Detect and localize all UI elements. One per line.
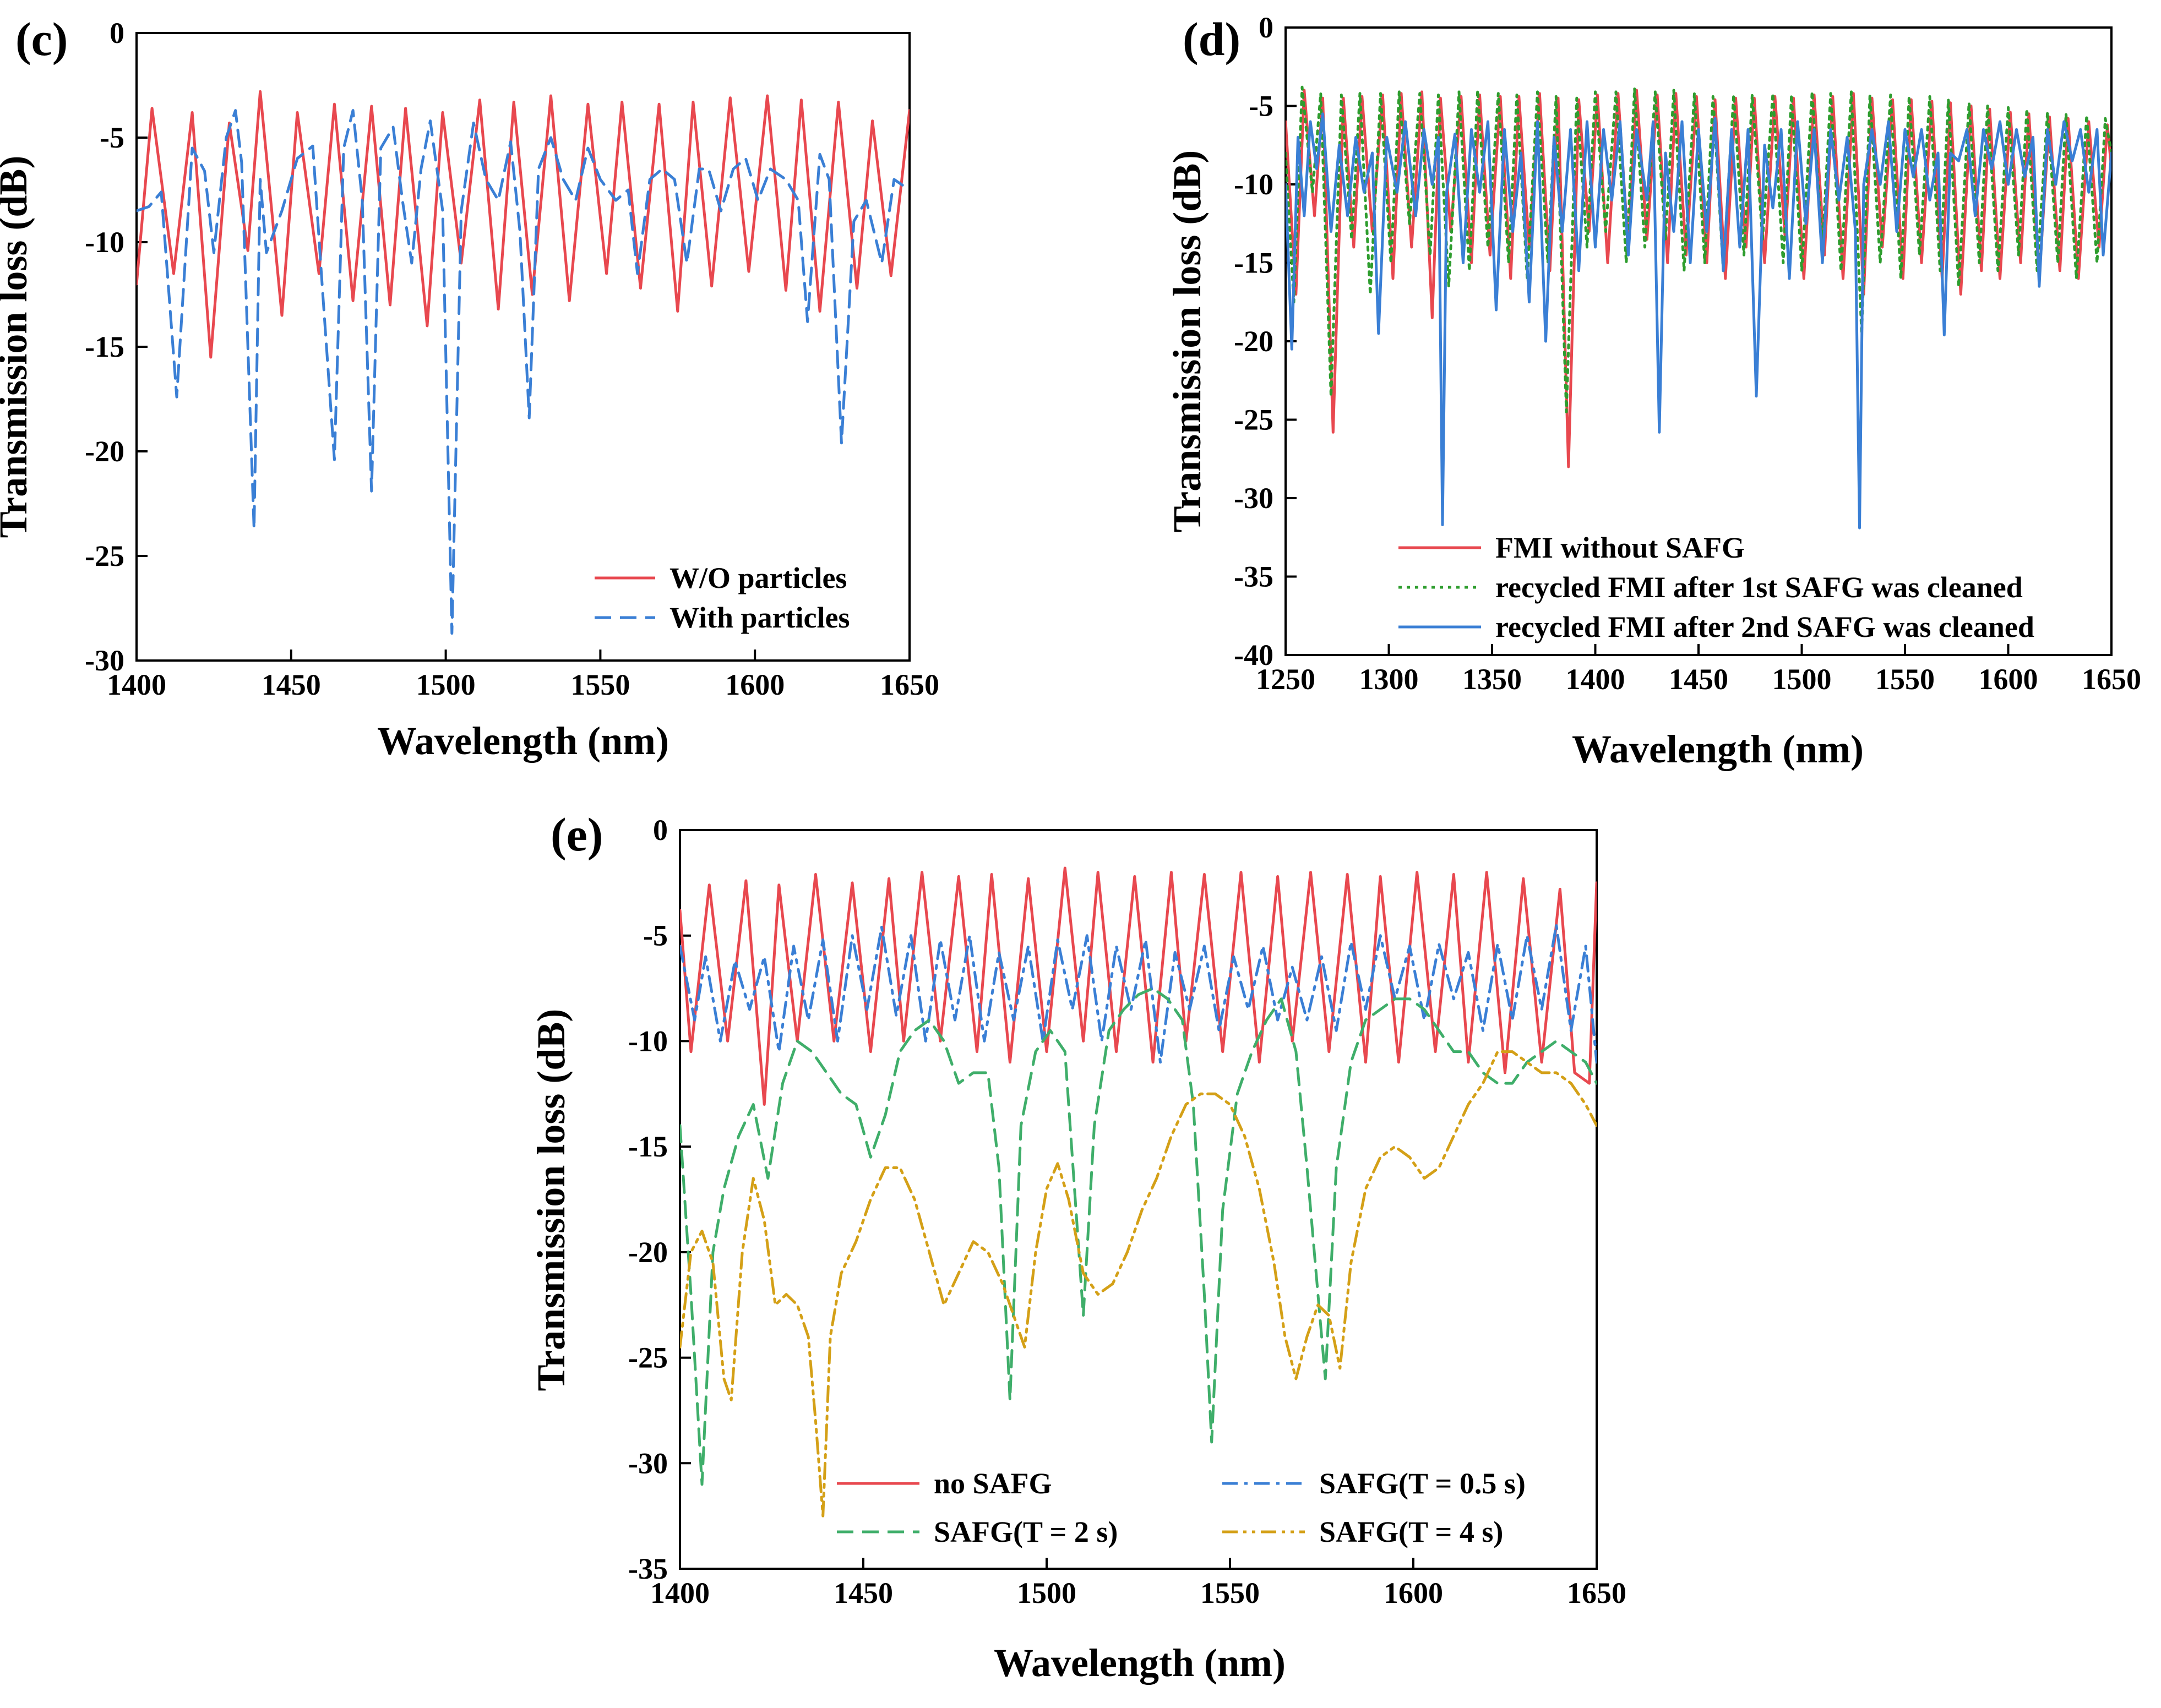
series-line-safg-t-4-s <box>680 1050 1597 1518</box>
y-tick-label: -25 <box>85 539 124 572</box>
x-tick-label: 1400 <box>1566 663 1625 696</box>
legend: W/O particles With particles <box>595 561 850 634</box>
y-tick-label: -5 <box>1249 90 1273 123</box>
legend: FMI without SAFG recycled FMI after 1st S… <box>1398 531 2034 643</box>
x-tick-label: 1350 <box>1462 663 1522 696</box>
legend-label: SAFG(T = 0.5 s) <box>1319 1467 1526 1500</box>
y-tick-label: -15 <box>85 330 124 363</box>
y-axis-title: Transmission loss (dB) <box>529 1009 573 1391</box>
y-tick-label: -30 <box>1234 482 1273 515</box>
panel-label: (c) <box>15 13 68 66</box>
y-tick-label: -10 <box>85 226 124 259</box>
x-tick-label: 1300 <box>1359 663 1419 696</box>
legend-label: W/O particles <box>669 561 847 594</box>
legend-label: With particles <box>669 601 850 634</box>
y-tick-label: -30 <box>85 644 124 677</box>
y-tick-label: -15 <box>628 1130 668 1163</box>
y-tick-label: -5 <box>100 121 124 154</box>
x-tick-label: 1550 <box>570 668 630 701</box>
chart-panel: (d) 1250 1300 1350 1400 1450 1500 1550 1600 1650 0… <box>1165 11 2141 771</box>
y-tick-label: 0 <box>653 814 668 847</box>
series-line-recycled-fmi-after-1st-safg-was-cleaned <box>1286 85 2111 413</box>
y-tick-label: -20 <box>1234 325 1273 358</box>
x-tick-label: 1600 <box>1384 1576 1443 1609</box>
x-tick-label: 1550 <box>1875 663 1935 696</box>
series-line-recycled-fmi-after-2nd-safg-was-cleaned <box>1286 112 2111 530</box>
y-tick-label: -35 <box>1234 560 1273 593</box>
y-tick-label: -20 <box>628 1236 668 1269</box>
y-tick-label: 0 <box>110 17 124 50</box>
legend: no SAFG SAFG(T = 0.5 s) SAFG(T = 2 s) SAFG(… <box>837 1467 1526 1548</box>
y-tick-label: -15 <box>1234 247 1273 280</box>
legend-label: recycled FMI after 2nd SAFG was cleaned <box>1495 610 2034 643</box>
x-tick-label: 1500 <box>416 668 476 701</box>
y-tick-label: -35 <box>628 1552 668 1585</box>
x-tick-label: 1450 <box>834 1576 893 1609</box>
legend-label: SAFG(T = 2 s) <box>934 1515 1118 1548</box>
x-axis-title: Wavelength (nm) <box>1572 727 1864 771</box>
x-tick-label: 1650 <box>1567 1576 1626 1609</box>
x-tick-label: 1650 <box>2082 663 2141 696</box>
y-axis-title: Transmission loss (dB) <box>0 156 35 538</box>
y-tick-label: 0 <box>1259 11 1273 44</box>
x-axis-title: Wavelength (nm) <box>377 719 669 763</box>
x-tick-label: 1450 <box>1669 663 1728 696</box>
y-tick-label: -20 <box>85 435 124 468</box>
x-tick-label: 1450 <box>262 668 321 701</box>
y-tick-label: -10 <box>1234 168 1273 201</box>
series-line-w-o-particles <box>137 90 910 359</box>
x-axis-title: Wavelength (nm) <box>994 1641 1286 1685</box>
x-tick-label: 1250 <box>1256 663 1315 696</box>
y-tick-label: -5 <box>643 919 668 952</box>
legend-label: FMI without SAFG <box>1495 531 1745 564</box>
y-axis-title: Transmission loss (dB) <box>1165 150 1209 533</box>
chart-panel: (c) 1400 1450 1500 1550 1600 1650 0 -5 -10 -15 -20 -… <box>0 13 939 763</box>
series-line-safg-t-0-5-s <box>680 924 1597 1064</box>
y-tick-label: -30 <box>628 1447 668 1480</box>
x-tick-label: 1600 <box>725 668 785 701</box>
y-tick-label: -40 <box>1234 639 1273 672</box>
x-tick-label: 1600 <box>1979 663 2038 696</box>
series-line-safg-t-2-s <box>680 987 1597 1486</box>
plot-frame <box>679 829 1598 1570</box>
x-tick-label: 1650 <box>880 668 939 701</box>
series-line-with-particles <box>137 109 910 635</box>
chart-panel: (e) 1400 1450 1500 1550 1600 1650 0 -5 -10 -15 -20 -… <box>529 808 1626 1685</box>
legend-label: SAFG(T = 4 s) <box>1319 1515 1503 1548</box>
y-tick-label: -25 <box>628 1341 668 1374</box>
legend-label: no SAFG <box>934 1467 1052 1500</box>
x-tick-label: 1500 <box>1772 663 1832 696</box>
x-tick-label: 1400 <box>650 1576 710 1609</box>
x-tick-label: 1500 <box>1017 1576 1076 1609</box>
x-tick-label: 1550 <box>1200 1576 1260 1609</box>
series-line-no-safg <box>680 866 1597 1106</box>
y-tick-label: -10 <box>628 1024 668 1057</box>
panel-label: (e) <box>551 808 603 861</box>
y-tick-label: -25 <box>1234 403 1273 436</box>
legend-label: recycled FMI after 1st SAFG was cleaned <box>1495 571 2023 604</box>
panel-label: (d) <box>1183 13 1240 66</box>
x-tick-label: 1400 <box>107 668 166 701</box>
